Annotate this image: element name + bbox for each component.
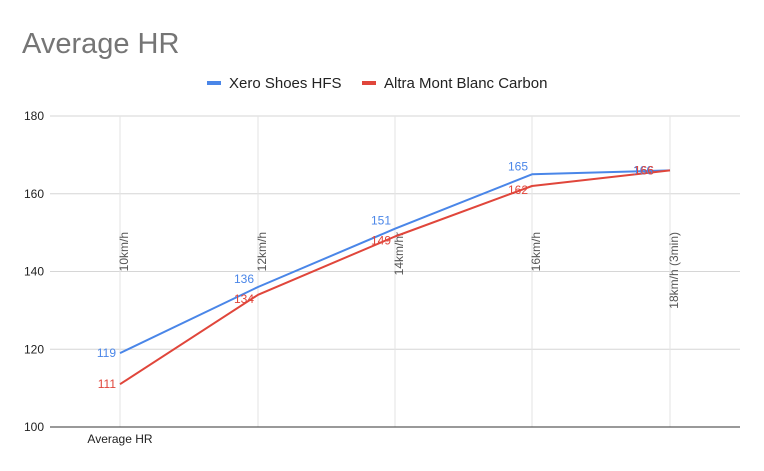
category-labels: 10km/h 12km/h 14km/hr 16km/h 18km/h (3min) — [117, 232, 681, 309]
category-label: 10km/h — [117, 232, 131, 271]
legend-label: Altra Mont Blanc Carbon — [384, 75, 547, 92]
data-label: 151 — [371, 214, 391, 228]
data-label: 149 — [371, 234, 391, 248]
x-axis-label: Average HR — [87, 432, 152, 446]
data-label: 111 — [98, 377, 117, 391]
data-label: 119 — [97, 346, 116, 360]
legend-swatch — [207, 81, 221, 85]
series-lines — [119, 169, 671, 386]
data-label: 136 — [234, 272, 254, 286]
y-axis: 100 120 140 160 180 — [24, 109, 740, 434]
y-tick-label: 180 — [24, 109, 44, 123]
y-tick-label: 160 — [24, 187, 44, 201]
data-label: 162 — [508, 183, 528, 197]
y-tick-label: 120 — [24, 342, 44, 356]
gridlines — [50, 115, 740, 427]
legend-label: Xero Shoes HFS — [229, 75, 342, 92]
legend-swatch — [362, 81, 376, 85]
data-label: 134 — [234, 292, 254, 306]
series-line-altra-mont-blanc-carbon — [119, 169, 671, 386]
data-label: 166 — [633, 163, 653, 177]
data-label: 165 — [508, 159, 528, 173]
series-line-xero-shoes-hfs — [119, 169, 671, 355]
y-tick-label: 140 — [24, 265, 44, 279]
category-label: 14km/hr — [392, 232, 406, 275]
category-label: 12km/h — [255, 232, 269, 271]
chart-title: Average HR — [22, 28, 179, 60]
data-label: 166 — [634, 163, 654, 177]
y-tick-label: 100 — [24, 420, 44, 434]
category-label: 18km/h (3min) — [667, 232, 681, 309]
legend: Xero Shoes HFS Altra Mont Blanc Carbon — [207, 75, 547, 92]
category-label: 16km/h — [529, 232, 543, 271]
